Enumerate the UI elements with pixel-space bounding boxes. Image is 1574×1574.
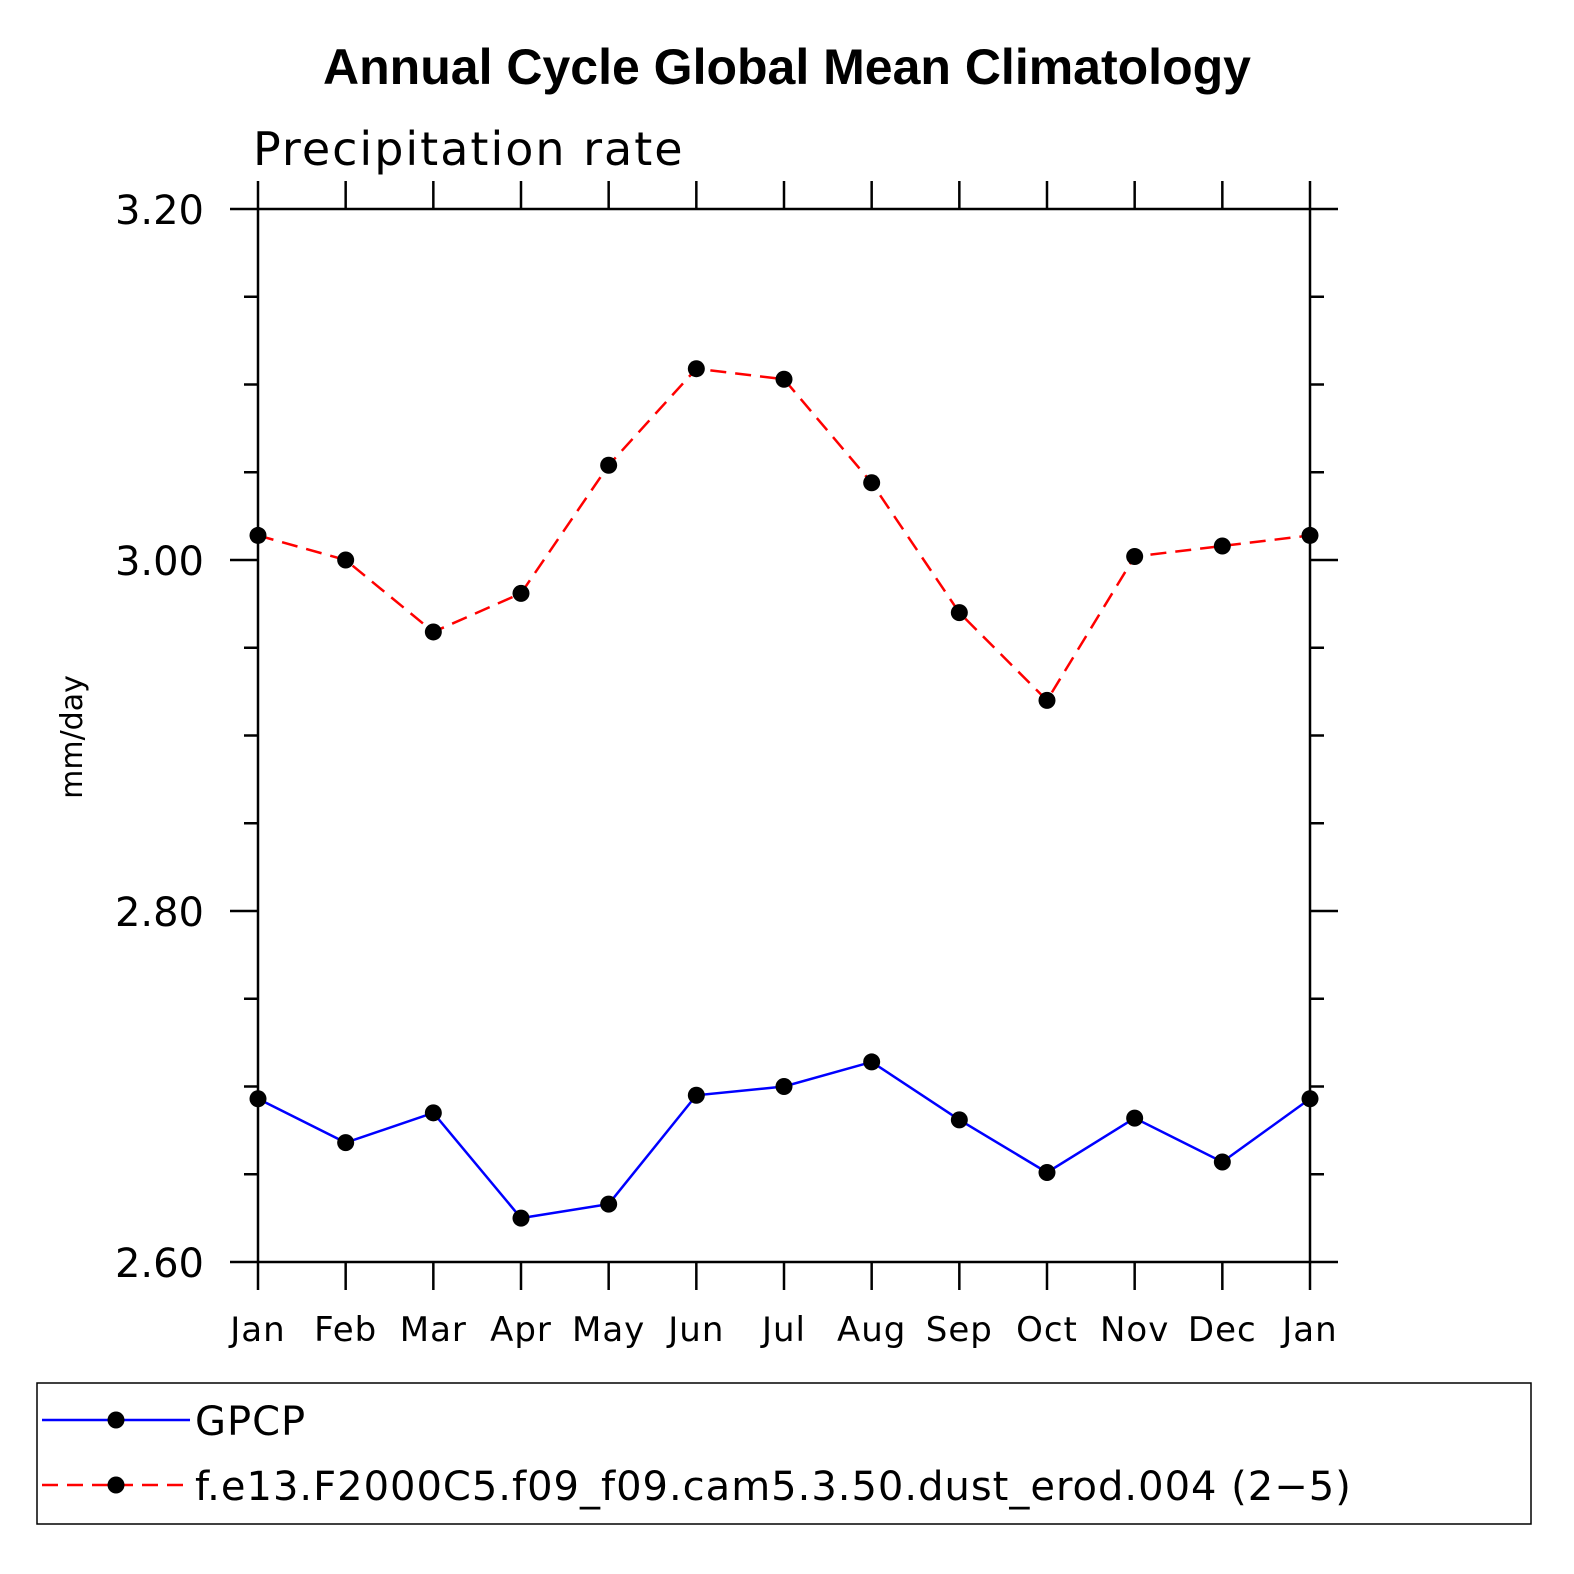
data-point — [775, 370, 793, 388]
data-point — [600, 1195, 618, 1213]
x-tick-label: Jan — [1280, 1310, 1337, 1350]
y-tick-label: 2.80 — [115, 890, 204, 936]
data-point — [512, 1209, 530, 1227]
y-tick-label: 3.00 — [115, 539, 204, 585]
y-tick-labels: 2.60 2.80 3.00 3.20 — [115, 188, 204, 1287]
legend-box — [36, 1382, 1532, 1525]
plot-frame — [256, 207, 1312, 1264]
data-point — [687, 1086, 705, 1104]
x-tick-label: Dec — [1188, 1310, 1257, 1350]
x-tick-label: May — [572, 1310, 645, 1350]
series-line — [257, 367, 1311, 703]
series-2 — [249, 360, 1319, 709]
data-point — [1038, 1163, 1056, 1181]
x-tick-label: Jun — [666, 1310, 724, 1350]
x-tick-label: Aug — [837, 1310, 906, 1350]
series-1 — [249, 1053, 1319, 1227]
tick-marks — [230, 181, 1338, 1290]
y-tick-label: 2.60 — [115, 1241, 204, 1287]
data-point — [1038, 691, 1056, 709]
legend-label: f.e13.F2000C5.f09_f09.cam5.3.50.dust_ero… — [195, 1464, 1352, 1510]
x-tick-label: Nov — [1100, 1310, 1169, 1350]
data-point — [249, 526, 267, 544]
data-point — [863, 1053, 881, 1071]
data-point — [950, 604, 968, 622]
data-point — [424, 1104, 442, 1122]
x-tick-labels: Jan Feb Mar Apr May Jun Jul Aug Sep Oct Nov Dec Jan — [228, 1310, 1337, 1350]
legend: GPCP f.e13.F2000C5.f09_f09.cam5.3.50.dust… — [36, 1382, 1532, 1525]
data-point — [337, 1134, 355, 1152]
x-tick-label: Jul — [760, 1310, 806, 1350]
data-point — [687, 360, 705, 378]
legend-label: GPCP — [195, 1399, 306, 1445]
data-point — [600, 456, 618, 474]
data-point — [950, 1111, 968, 1129]
data-point — [512, 584, 530, 602]
data-point — [424, 623, 442, 641]
chart-subtitle: Precipitation rate — [253, 122, 685, 176]
x-tick-label: Jan — [228, 1310, 285, 1350]
data-point — [249, 1090, 267, 1108]
data-point — [775, 1078, 793, 1095]
series-layer — [249, 360, 1319, 1227]
data-point — [1126, 1109, 1144, 1127]
y-tick-label: 3.20 — [115, 188, 204, 234]
chart-title: Annual Cycle Global Mean Climatology — [323, 39, 1251, 95]
x-tick-label: Mar — [400, 1310, 467, 1350]
data-point — [337, 551, 355, 569]
data-point — [1126, 547, 1144, 565]
legend-marker — [107, 1476, 125, 1494]
x-tick-label: Sep — [926, 1310, 993, 1350]
x-tick-label: Feb — [314, 1310, 377, 1350]
data-point — [1301, 1090, 1319, 1108]
data-point — [1213, 537, 1231, 555]
plot-axes — [256, 207, 1312, 1264]
data-point — [863, 474, 881, 492]
data-point — [1301, 526, 1319, 544]
x-tick-label: Apr — [490, 1310, 552, 1350]
y-axis-label: mm/day — [55, 675, 90, 799]
x-tick-label: Oct — [1016, 1310, 1078, 1350]
legend-marker — [107, 1411, 125, 1429]
data-point — [1213, 1153, 1231, 1171]
